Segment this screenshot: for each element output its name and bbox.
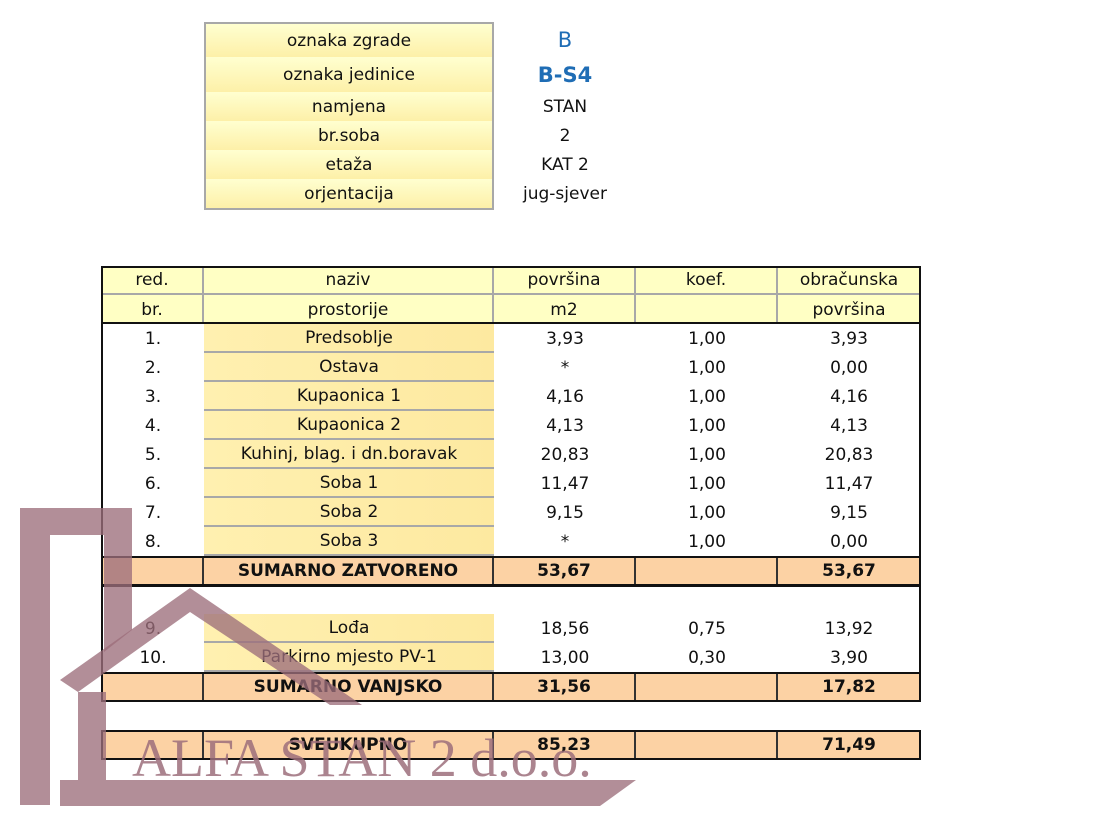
- table-cell: 1,00: [688, 502, 726, 523]
- summary-cell: SVEUKUPNO: [204, 730, 494, 759]
- table-cell: 1,00: [688, 531, 726, 552]
- header-cell: površina: [778, 295, 920, 324]
- table-cell: 3.: [144, 386, 162, 407]
- header-cell: red.: [102, 266, 204, 295]
- table-cell: Lođa: [204, 614, 494, 643]
- header-cell: br.: [102, 295, 204, 324]
- header-cell: koef.: [636, 266, 778, 295]
- table-cell: 4.: [144, 415, 162, 436]
- summary-cell: SUMARNO VANJSKO: [204, 672, 494, 701]
- table-cell: 9,15: [830, 502, 868, 523]
- table-cell: Predsoblje: [204, 324, 494, 353]
- summary-cell: 71,49: [778, 730, 920, 759]
- summary-cell: SUMARNO ZATVORENO: [204, 556, 494, 585]
- table-cell: 20,83: [540, 444, 590, 465]
- table-cell: 11,47: [824, 473, 874, 494]
- info-value: KAT 2: [541, 154, 589, 175]
- header-cell: površina: [494, 266, 636, 295]
- header-cell: [636, 295, 778, 324]
- info-label: oznaka zgrade: [204, 22, 494, 59]
- table-cell: Kuhinj, blag. i dn.boravak: [204, 440, 494, 469]
- summary-cell: [636, 556, 778, 585]
- table-cell: Soba 2: [204, 498, 494, 527]
- summary-cell: 53,67: [494, 556, 636, 585]
- table-cell: Parkirno mjesto PV-1: [204, 643, 494, 672]
- table-cell: 4,13: [830, 415, 868, 436]
- table-cell: 3,93: [830, 328, 868, 349]
- info-value: B: [557, 27, 573, 52]
- table-cell: *: [560, 531, 570, 552]
- info-value: B-S4: [537, 62, 593, 87]
- summary-cell: [102, 556, 204, 585]
- table-cell: 4,16: [830, 386, 868, 407]
- table-cell: 0,75: [688, 618, 726, 639]
- table-cell: 6.: [144, 473, 162, 494]
- table-cell: 3,90: [830, 647, 868, 668]
- table-cell: 0,30: [688, 647, 726, 668]
- info-label: oznaka jedinice: [204, 57, 494, 94]
- table-cell: 1,00: [688, 415, 726, 436]
- info-label: orjentacija: [204, 179, 494, 210]
- header-cell: naziv: [204, 266, 494, 295]
- table-cell: 0,00: [830, 531, 868, 552]
- table-cell: 18,56: [540, 618, 590, 639]
- logo-base: [60, 780, 636, 806]
- summary-cell: 53,67: [778, 556, 920, 585]
- info-value: STAN: [542, 96, 588, 117]
- table-cell: 2.: [144, 357, 162, 378]
- table-cell: Soba 3: [204, 527, 494, 556]
- summary-cell: 85,23: [494, 730, 636, 759]
- info-value: jug-sjever: [523, 183, 607, 204]
- table-cell: 9.: [144, 618, 162, 639]
- table-cell: 1,00: [688, 328, 726, 349]
- table-cell: 13,00: [540, 647, 590, 668]
- info-label: br.soba: [204, 121, 494, 152]
- table-cell: 4,16: [546, 386, 584, 407]
- summary-cell: [102, 730, 204, 759]
- table-cell: 1,00: [688, 444, 726, 465]
- info-label: etaža: [204, 150, 494, 181]
- table-cell: 0,00: [830, 357, 868, 378]
- table-cell: Soba 1: [204, 469, 494, 498]
- table-cell: 10.: [139, 647, 167, 668]
- table-cell: 1.: [144, 328, 162, 349]
- summary-cell: [636, 672, 778, 701]
- table-cell: 1,00: [688, 357, 726, 378]
- info-label: namjena: [204, 92, 494, 123]
- summary-cell: [102, 672, 204, 701]
- table-cell: *: [560, 357, 570, 378]
- summary-cell: 17,82: [778, 672, 920, 701]
- table-cell: 13,92: [824, 618, 874, 639]
- table-cell: Kupaonica 1: [204, 382, 494, 411]
- table-cell: 3,93: [546, 328, 584, 349]
- header-cell: prostorije: [204, 295, 494, 324]
- table-cell: 9,15: [546, 502, 584, 523]
- header-cell: m2: [494, 295, 636, 324]
- table-cell: 7.: [144, 502, 162, 523]
- table-cell: 1,00: [688, 386, 726, 407]
- summary-cell: [636, 730, 778, 759]
- table-cell: 8.: [144, 531, 162, 552]
- header-cell: obračunska: [778, 266, 920, 295]
- info-value: 2: [559, 125, 571, 146]
- table-cell: Kupaonica 2: [204, 411, 494, 440]
- table-cell: 20,83: [824, 444, 874, 465]
- table-cell: 5.: [144, 444, 162, 465]
- table-cell: 11,47: [540, 473, 590, 494]
- summary-cell: 31,56: [494, 672, 636, 701]
- table-cell: 4,13: [546, 415, 584, 436]
- table-cell: Ostava: [204, 353, 494, 382]
- table-cell: 1,00: [688, 473, 726, 494]
